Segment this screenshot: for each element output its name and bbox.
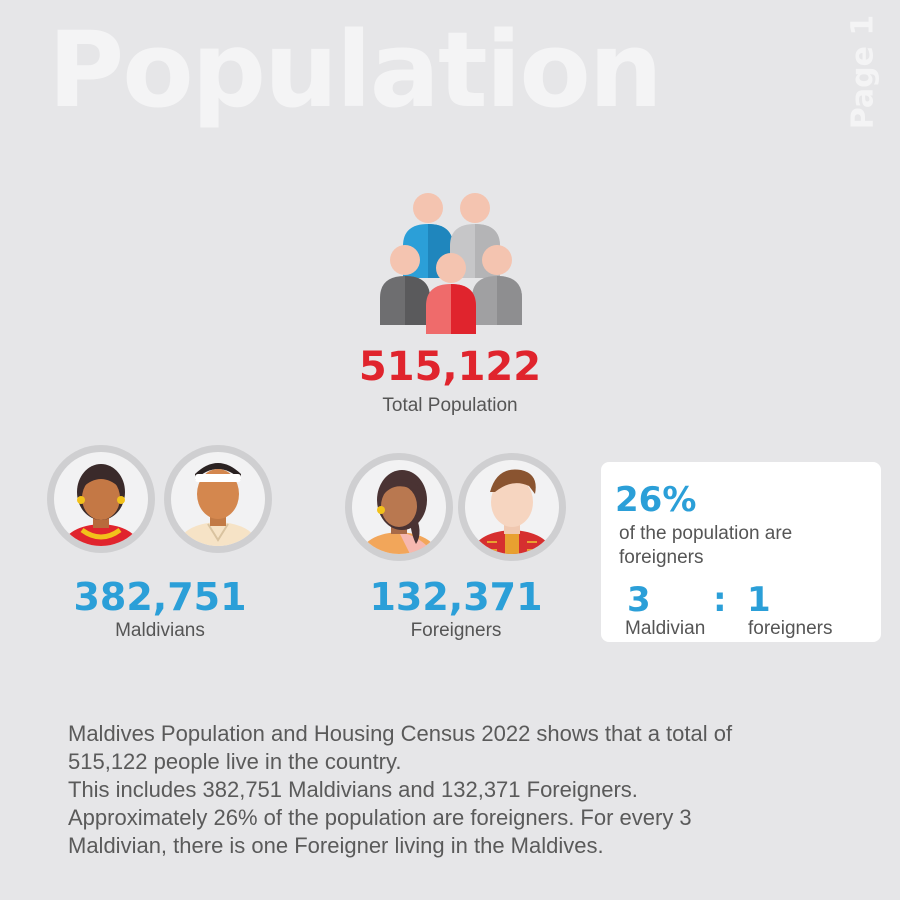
total-population-label: Total Population: [382, 395, 518, 416]
people-group-icon: [380, 193, 522, 334]
foreigner-percent-text: of the population are foreigners: [619, 523, 793, 568]
description-line: Maldivian, there is one Foreigner living…: [68, 833, 604, 858]
page-number-label: Page 1: [845, 14, 881, 129]
ratio-left-label: Maldivian: [625, 618, 706, 639]
foreigners-label: Foreigners: [410, 620, 502, 641]
description-line: Maldives Population and Housing Census 2…: [68, 721, 733, 746]
foreigner-percent: 26%: [615, 480, 697, 520]
maldivian-woman-avatar: [47, 445, 155, 553]
ratio-separator: :: [713, 580, 727, 620]
foreign-man-avatar: [458, 453, 566, 561]
census-description: Maldives Population and Housing Census 2…: [68, 720, 858, 860]
foreigner-share-card: 26% of the population are foreigners 3 :…: [601, 462, 881, 642]
description-line: This includes 382,751 Maldivians and 132…: [68, 777, 638, 802]
page-title: Population: [48, 9, 663, 131]
ratio-right-label: foreigners: [748, 618, 833, 639]
maldivians-value: 382,751: [73, 575, 247, 619]
foreign-woman-avatar: [345, 453, 453, 561]
ratio-right-value: 1: [747, 580, 771, 620]
maldivian-man-avatar: [164, 445, 272, 553]
description-line: Approximately 26% of the population are …: [68, 805, 692, 830]
foreigners-value: 132,371: [369, 575, 543, 619]
total-population-value: 515,122: [358, 344, 542, 390]
ratio-left-value: 3: [627, 580, 651, 620]
maldivians-label: Maldivians: [115, 620, 205, 641]
description-line: 515,122 people live in the country.: [68, 749, 402, 774]
